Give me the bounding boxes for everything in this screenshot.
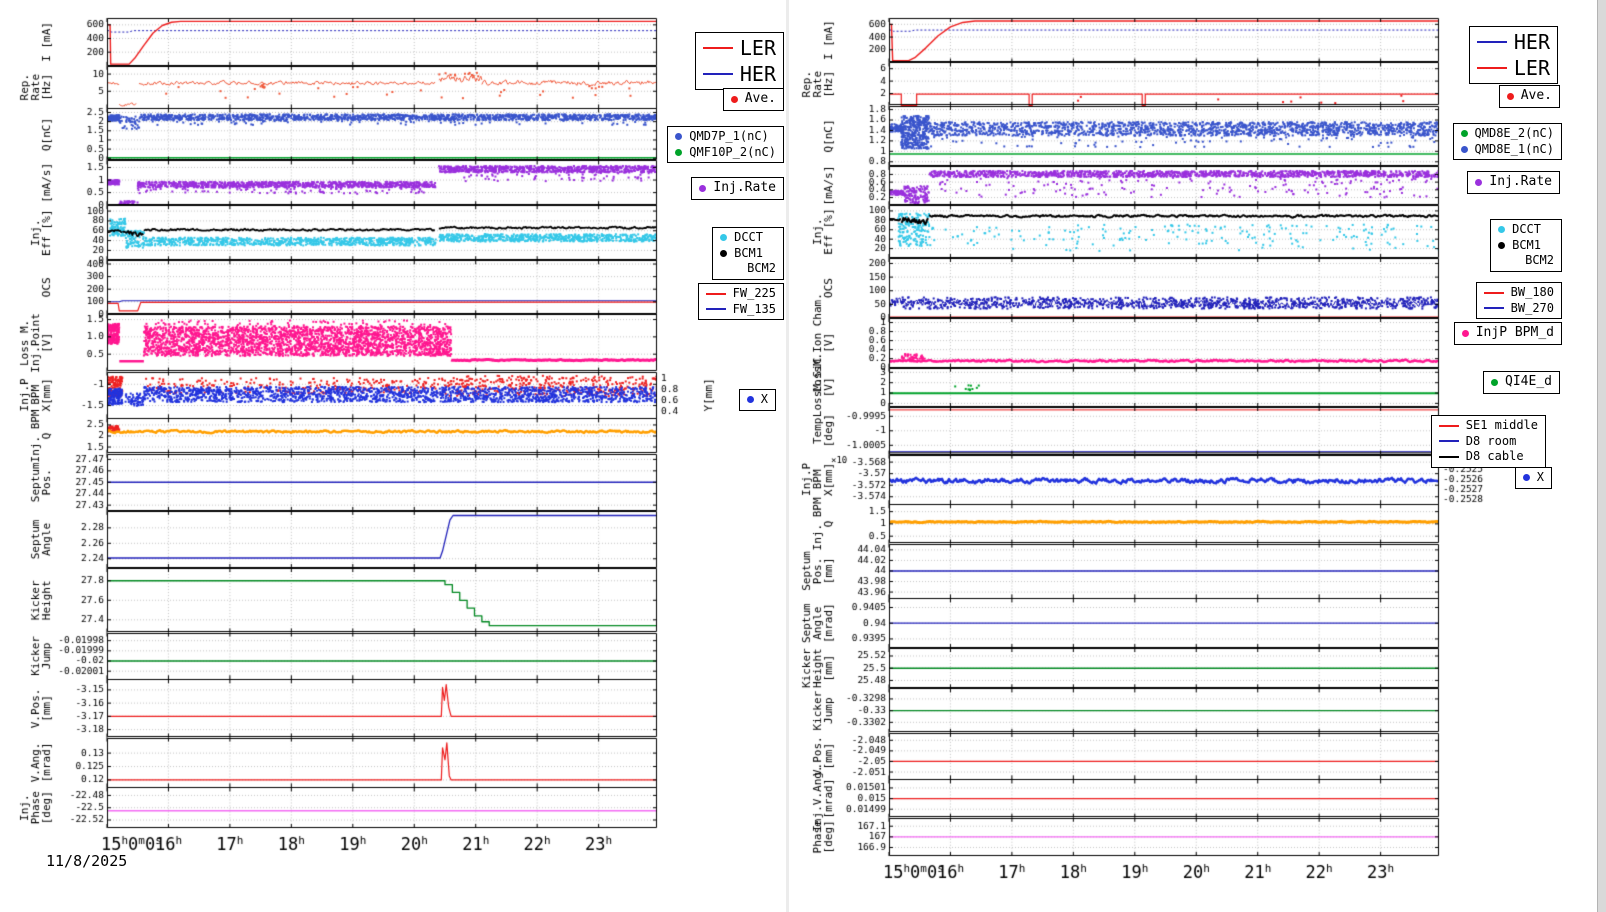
ler-panel: LER HER Ave. QMD7P_1(nC) QMF10P_2(nC) Inj.Rat… — [0, 0, 786, 912]
panel-divider — [786, 0, 789, 912]
her-strip-charts-canvas — [789, 0, 1598, 912]
her-panel: HER LER Ave. QMD8E_2(nC) QMD8E_1(nC) Inj.Rate… — [789, 0, 1598, 912]
ler-strip-charts-canvas — [0, 0, 786, 912]
window-scrollbar[interactable] — [1597, 0, 1606, 912]
date-label: 11/8/2025 — [46, 852, 128, 870]
